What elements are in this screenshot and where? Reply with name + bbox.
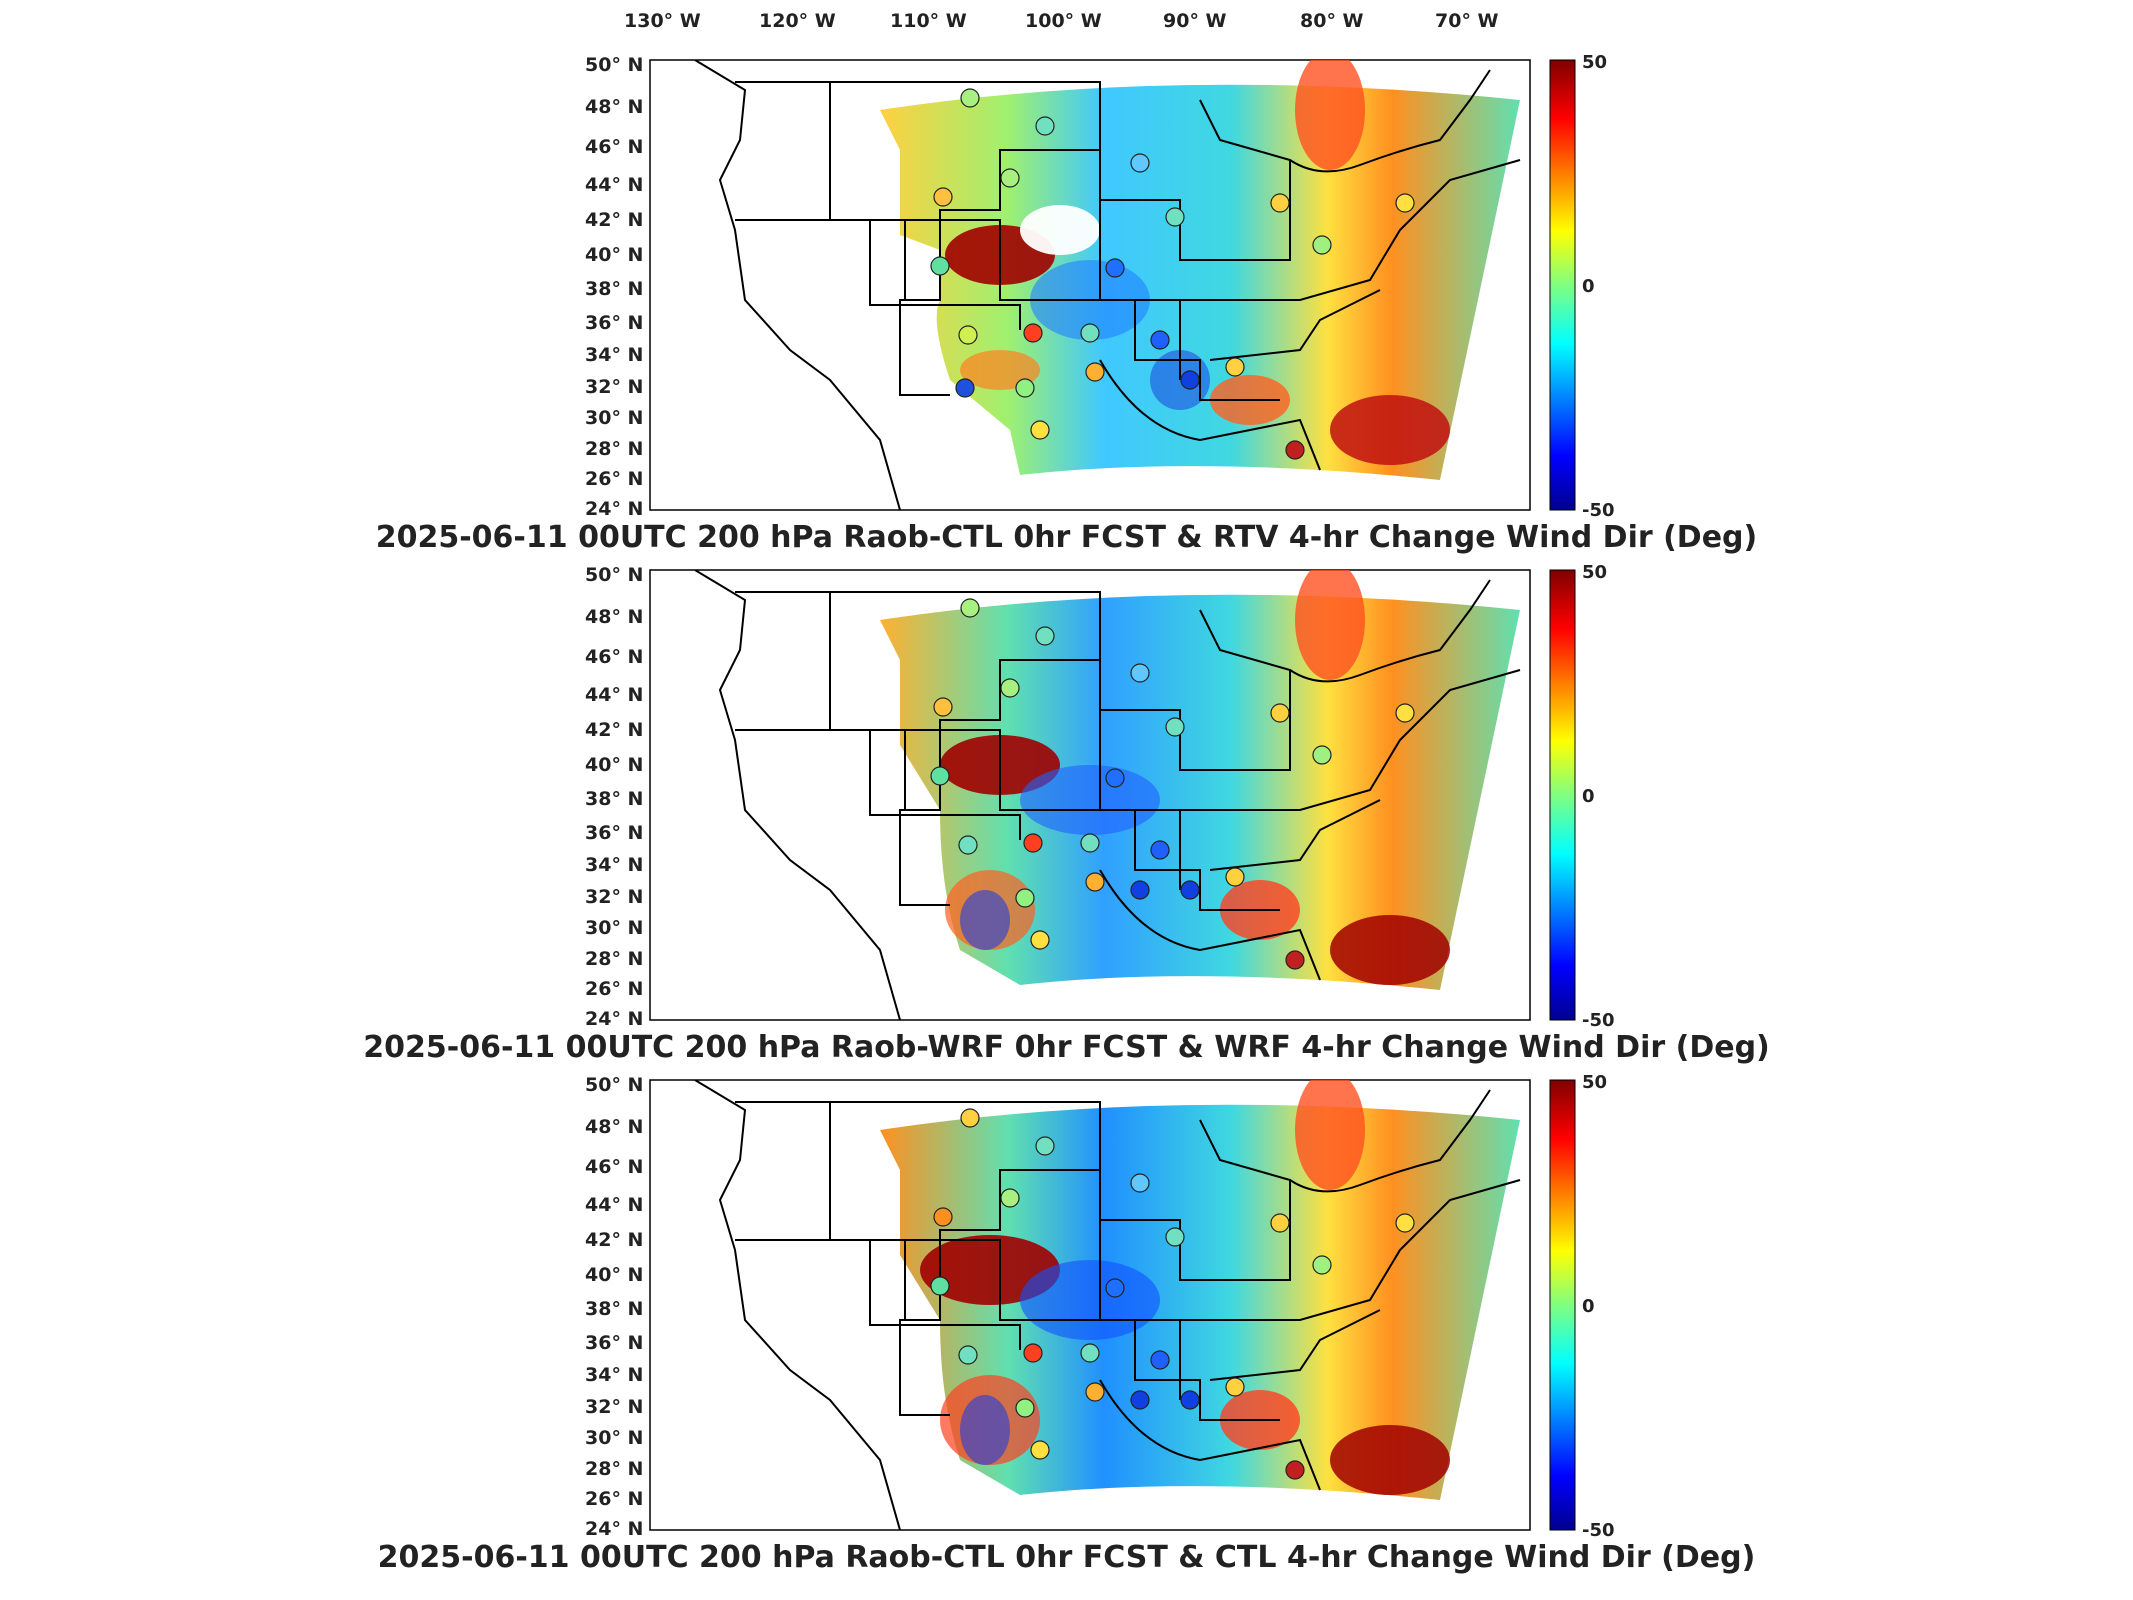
lat-label-44n: 44° N — [585, 1194, 643, 1216]
colorbar-gradient — [1549, 59, 1576, 511]
station-markers — [930, 598, 1415, 970]
lat-label-46n: 46° N — [585, 1156, 643, 1178]
longitude-axis: 130° W 120° W 110° W 100° W 90° W 80° W … — [624, 10, 1499, 32]
lat-label-32n: 32° N — [585, 376, 643, 398]
colorbar-1: 50 0 -50 — [1549, 52, 1615, 521]
lat-label-48n: 48° N — [585, 606, 643, 628]
panel-title-3: 2025-06-11 00UTC 200 hPa Raob-CTL 0hr FC… — [377, 1540, 1756, 1575]
lat-label-48n: 48° N — [585, 96, 643, 118]
wind-direction-field — [880, 570, 1520, 990]
lat-label-28n: 28° N — [585, 948, 643, 970]
lat-label-42n: 42° N — [585, 1229, 643, 1251]
lat-label-40n: 40° N — [585, 754, 643, 776]
lat-label-28n: 28° N — [585, 1458, 643, 1480]
lat-label-30n: 30° N — [585, 407, 643, 429]
lat-label-30n: 30° N — [585, 1427, 643, 1449]
state-boundaries — [694, 570, 1521, 1020]
colorbar-max-label: 50 — [1582, 562, 1607, 583]
colorbar-mid-label: 0 — [1582, 786, 1595, 807]
map-panel-2: 50° N 48° N 46° N 44° N 42° N 40° N 38° … — [0, 510, 2133, 1070]
lat-label-38n: 38° N — [585, 1298, 643, 1320]
map-panel-3: 50° N 48° N 46° N 44° N 42° N 40° N 38° … — [0, 1020, 2133, 1600]
lat-label-26n: 26° N — [585, 468, 643, 490]
lat-label-24n: 24° N — [585, 1008, 643, 1030]
map-panel-1: 50° N 48° N 46° N 44° N 42° N 40° N 38° … — [0, 0, 2133, 560]
lat-label-26n: 26° N — [585, 978, 643, 1000]
lon-label-110w: 110° W — [890, 10, 967, 32]
lat-label-40n: 40° N — [585, 244, 643, 266]
colorbar-2: 50 0 -50 — [1549, 562, 1615, 1031]
lon-label-100w: 100° W — [1025, 10, 1102, 32]
lat-label-24n: 24° N — [585, 498, 643, 520]
colorbar-gradient — [1549, 1079, 1576, 1531]
lat-label-42n: 42° N — [585, 209, 643, 231]
lat-label-36n: 36° N — [585, 822, 643, 844]
lat-label-38n: 38° N — [585, 788, 643, 810]
lat-label-32n: 32° N — [585, 1396, 643, 1418]
lat-label-44n: 44° N — [585, 684, 643, 706]
lat-label-40n: 40° N — [585, 1264, 643, 1286]
lat-label-24n: 24° N — [585, 1518, 643, 1540]
lat-label-50n: 50° N — [585, 1074, 643, 1096]
lat-label-36n: 36° N — [585, 312, 643, 334]
colorbar-3: 50 0 -50 — [1549, 1072, 1615, 1541]
colorbar-mid-label: 0 — [1582, 1296, 1595, 1317]
colorbar-mid-label: 0 — [1582, 276, 1595, 297]
lat-label-50n: 50° N — [585, 54, 643, 76]
colorbar-max-label: 50 — [1582, 52, 1607, 73]
station-markers — [930, 1108, 1415, 1480]
latitude-axis: 50° N 48° N 46° N 44° N 42° N 40° N 38° … — [585, 1074, 643, 1540]
lat-label-44n: 44° N — [585, 174, 643, 196]
lat-label-38n: 38° N — [585, 278, 643, 300]
lat-label-46n: 46° N — [585, 646, 643, 668]
lat-label-36n: 36° N — [585, 1332, 643, 1354]
lat-label-48n: 48° N — [585, 1116, 643, 1138]
lon-label-80w: 80° W — [1300, 10, 1364, 32]
lat-label-46n: 46° N — [585, 136, 643, 158]
lon-label-70w: 70° W — [1435, 10, 1499, 32]
colorbar-min-label: -50 — [1582, 1010, 1615, 1031]
lon-label-130w: 130° W — [624, 10, 701, 32]
latitude-axis: 50° N 48° N 46° N 44° N 42° N 40° N 38° … — [585, 54, 643, 520]
map-figure-3: 50° N 48° N 46° N 44° N 42° N 40° N 38° … — [585, 1072, 1615, 1541]
map-figure-2: 50° N 48° N 46° N 44° N 42° N 40° N 38° … — [585, 562, 1615, 1031]
colorbar-min-label: -50 — [1582, 500, 1615, 521]
lat-label-42n: 42° N — [585, 719, 643, 741]
lat-label-34n: 34° N — [585, 344, 643, 366]
lon-label-90w: 90° W — [1163, 10, 1227, 32]
panel-title-2: 2025-06-11 00UTC 200 hPa Raob-WRF 0hr FC… — [363, 1030, 1770, 1065]
lat-label-30n: 30° N — [585, 917, 643, 939]
lat-label-32n: 32° N — [585, 886, 643, 908]
map-figure-1: 50° N 48° N 46° N 44° N 42° N 40° N 38° … — [585, 52, 1615, 521]
lat-label-26n: 26° N — [585, 1488, 643, 1510]
lon-label-120w: 120° W — [759, 10, 836, 32]
latitude-axis: 50° N 48° N 46° N 44° N 42° N 40° N 38° … — [585, 564, 643, 1030]
panel-title-1: 2025-06-11 00UTC 200 hPa Raob-CTL 0hr FC… — [375, 520, 1758, 555]
lat-label-50n: 50° N — [585, 564, 643, 586]
lat-label-28n: 28° N — [585, 438, 643, 460]
wind-direction-field — [880, 1080, 1520, 1500]
lat-label-34n: 34° N — [585, 1364, 643, 1386]
colorbar-min-label: -50 — [1582, 1520, 1615, 1541]
colorbar-max-label: 50 — [1582, 1072, 1607, 1093]
state-boundaries — [694, 60, 1521, 510]
lat-label-34n: 34° N — [585, 854, 643, 876]
state-boundaries — [694, 1080, 1521, 1530]
station-markers — [930, 88, 1415, 460]
colorbar-gradient — [1549, 569, 1576, 1021]
